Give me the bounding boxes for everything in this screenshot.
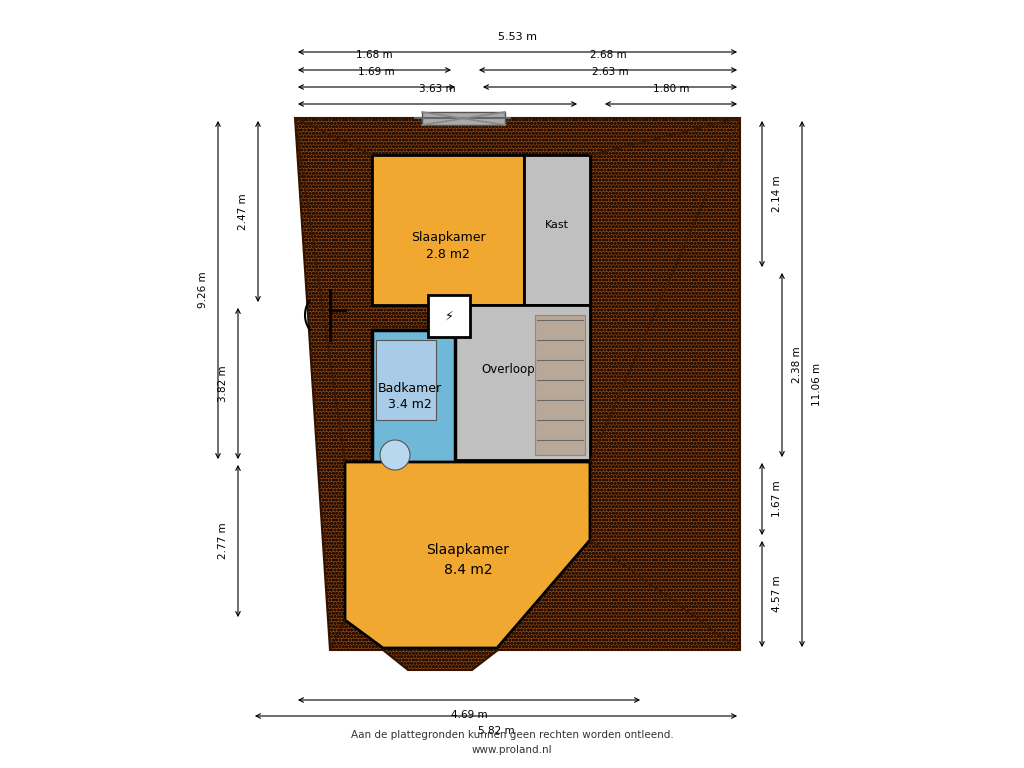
Text: 5.82 m: 5.82 m xyxy=(477,726,514,736)
Polygon shape xyxy=(345,462,590,648)
Polygon shape xyxy=(372,330,455,470)
Polygon shape xyxy=(535,315,585,455)
Text: Slaapkamer: Slaapkamer xyxy=(427,543,510,557)
Bar xyxy=(422,112,505,125)
Text: 2.63 m: 2.63 m xyxy=(592,67,629,77)
Text: 1.69 m: 1.69 m xyxy=(358,67,395,77)
Text: Aan de plattegronden kunnen geen rechten worden ontleend.: Aan de plattegronden kunnen geen rechten… xyxy=(350,730,674,740)
Text: 3.4 m2: 3.4 m2 xyxy=(388,399,432,412)
Polygon shape xyxy=(295,118,740,670)
Text: 3.82 m: 3.82 m xyxy=(218,366,228,402)
Text: 3.63 m: 3.63 m xyxy=(419,84,456,94)
Text: 4.69 m: 4.69 m xyxy=(451,710,487,720)
Polygon shape xyxy=(524,155,590,305)
Text: 2.38 m: 2.38 m xyxy=(792,346,802,383)
Text: 2.8 m2: 2.8 m2 xyxy=(426,249,470,261)
Text: 4.57 m: 4.57 m xyxy=(772,576,782,612)
Text: 1.67 m: 1.67 m xyxy=(772,481,782,518)
Text: Kast: Kast xyxy=(545,220,569,230)
Text: 1.80 m: 1.80 m xyxy=(652,84,689,94)
Text: 11.06 m: 11.06 m xyxy=(812,362,822,406)
Text: www.proland.nl: www.proland.nl xyxy=(472,745,552,755)
Text: Badkamer: Badkamer xyxy=(378,382,442,395)
Text: 9.26 m: 9.26 m xyxy=(198,272,208,308)
Text: 8.4 m2: 8.4 m2 xyxy=(443,563,493,577)
Circle shape xyxy=(380,440,410,470)
Text: ⚡: ⚡ xyxy=(444,310,454,323)
Text: Slaapkamer: Slaapkamer xyxy=(411,231,485,244)
Text: 2.77 m: 2.77 m xyxy=(218,523,228,559)
Bar xyxy=(428,295,470,337)
Polygon shape xyxy=(430,305,590,460)
Text: 2.14 m: 2.14 m xyxy=(772,176,782,212)
Text: Overloop: Overloop xyxy=(481,363,535,376)
Text: 5.53 m: 5.53 m xyxy=(498,32,537,42)
Text: 2.68 m: 2.68 m xyxy=(590,50,627,60)
Text: 1.68 m: 1.68 m xyxy=(356,50,393,60)
Polygon shape xyxy=(372,155,524,305)
Text: 2.47 m: 2.47 m xyxy=(238,194,248,230)
Bar xyxy=(376,340,436,420)
